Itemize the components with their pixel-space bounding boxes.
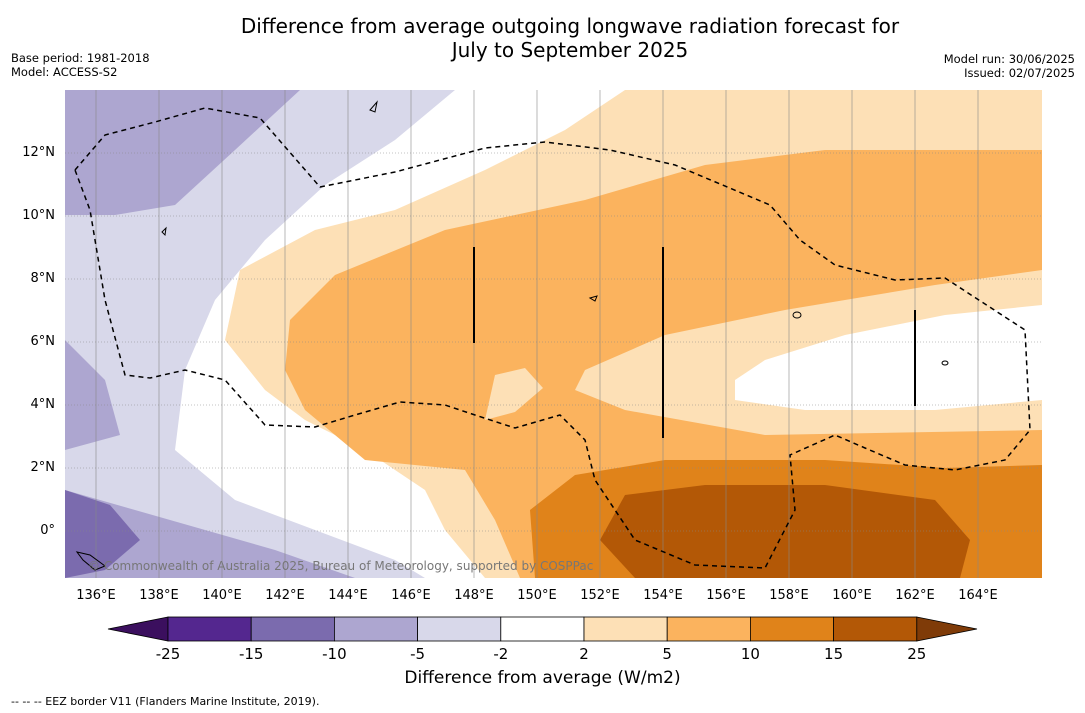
x-tick-label: 140°E xyxy=(202,588,242,603)
x-tick-label: 162°E xyxy=(895,588,935,603)
zone-minus2-hole xyxy=(735,305,1042,410)
x-tick-label: 146°E xyxy=(391,588,431,603)
zone-minus10-top xyxy=(65,90,295,155)
colorbar-tick-label: -25 xyxy=(156,645,181,663)
x-tick-label: 142°E xyxy=(265,588,305,603)
map-gridlines xyxy=(65,152,1042,532)
x-tick-label: 156°E xyxy=(706,588,746,603)
islands xyxy=(75,100,949,571)
x-tick-label: 136°E xyxy=(76,588,116,603)
y-tick-label: 0° xyxy=(40,523,55,538)
colorbar-bin xyxy=(750,616,835,642)
y-tick-label: 8°N xyxy=(30,271,56,286)
zone-plus15 xyxy=(600,485,970,578)
x-tick-label: 154°E xyxy=(643,588,683,603)
colorbar-extend-low xyxy=(107,616,169,642)
zone-plus2-blob xyxy=(485,368,543,420)
colorbar-bin xyxy=(666,616,751,642)
eez-footnote: -- -- -- EEZ border V11 (Flanders Marine… xyxy=(11,695,320,708)
colorbar-bin xyxy=(500,616,585,642)
colorbar-bin xyxy=(583,616,668,642)
colorbar-bin xyxy=(250,616,335,642)
colorbar-tick-label: -5 xyxy=(410,645,425,663)
y-tick-label: 6°N xyxy=(30,334,56,349)
colorbar-bin xyxy=(333,616,418,642)
eez-border xyxy=(74,107,1031,569)
issued-date: Issued: 02/07/2025 xyxy=(964,66,1075,80)
colorbar-bin xyxy=(417,616,502,642)
model-run-date: Model run: 30/06/2025 xyxy=(943,52,1075,66)
y-tick-label: 4°N xyxy=(30,397,56,412)
colorbar-tick-label: -2 xyxy=(493,645,508,663)
title-line-1: Difference from average outgoing longwav… xyxy=(240,14,900,38)
model-name: Model: ACCESS-S2 xyxy=(11,65,118,79)
zone-minus15 xyxy=(65,490,140,578)
colorbar-tick-label: -10 xyxy=(322,645,347,663)
y-tick-label: 10°N xyxy=(22,208,55,223)
colorbar-tick-label: 5 xyxy=(662,645,672,663)
x-tick-label: 138°E xyxy=(139,588,179,603)
x-tick-label: 152°E xyxy=(580,588,620,603)
x-tick-label: 150°E xyxy=(517,588,557,603)
olr-anomaly-map xyxy=(65,90,1042,578)
base-period: Base period: 1981-2018 xyxy=(11,51,150,65)
title-line-2: July to September 2025 xyxy=(451,38,689,62)
y-tick-label: 12°N xyxy=(22,145,55,160)
colorbar-bin xyxy=(833,616,918,642)
x-tick-label: 144°E xyxy=(328,588,368,603)
x-tick-label: 148°E xyxy=(454,588,494,603)
colorbar-extend-high xyxy=(916,616,978,642)
x-tick-label: 160°E xyxy=(832,588,872,603)
x-tick-label: 158°E xyxy=(769,588,809,603)
zone-minus5 xyxy=(65,90,455,578)
colorbar-title: Difference from average (W/m2) xyxy=(404,668,681,688)
chart-title: Difference from average outgoing longwav… xyxy=(0,14,1085,62)
y-tick-label: 2°N xyxy=(30,460,56,475)
copyright-credit: © Commonwealth of Australia 2025, Bureau… xyxy=(88,559,594,573)
x-tick-label: 164°E xyxy=(958,588,998,603)
colorbar-tick-label: 25 xyxy=(907,645,926,663)
run-info: Model run: 30/06/2025 Issued: 02/07/2025 xyxy=(944,52,1075,80)
longitude-markers xyxy=(473,247,916,438)
colorbar-tick-label: 15 xyxy=(824,645,843,663)
colorbar-tick-label: -15 xyxy=(239,645,264,663)
colorbar-tick-label: 2 xyxy=(579,645,589,663)
model-info: Base period: 1981-2018 Model: ACCESS-S2 xyxy=(11,51,150,79)
colorbar-bin xyxy=(167,616,252,642)
colorbar-tick-label: 10 xyxy=(741,645,760,663)
